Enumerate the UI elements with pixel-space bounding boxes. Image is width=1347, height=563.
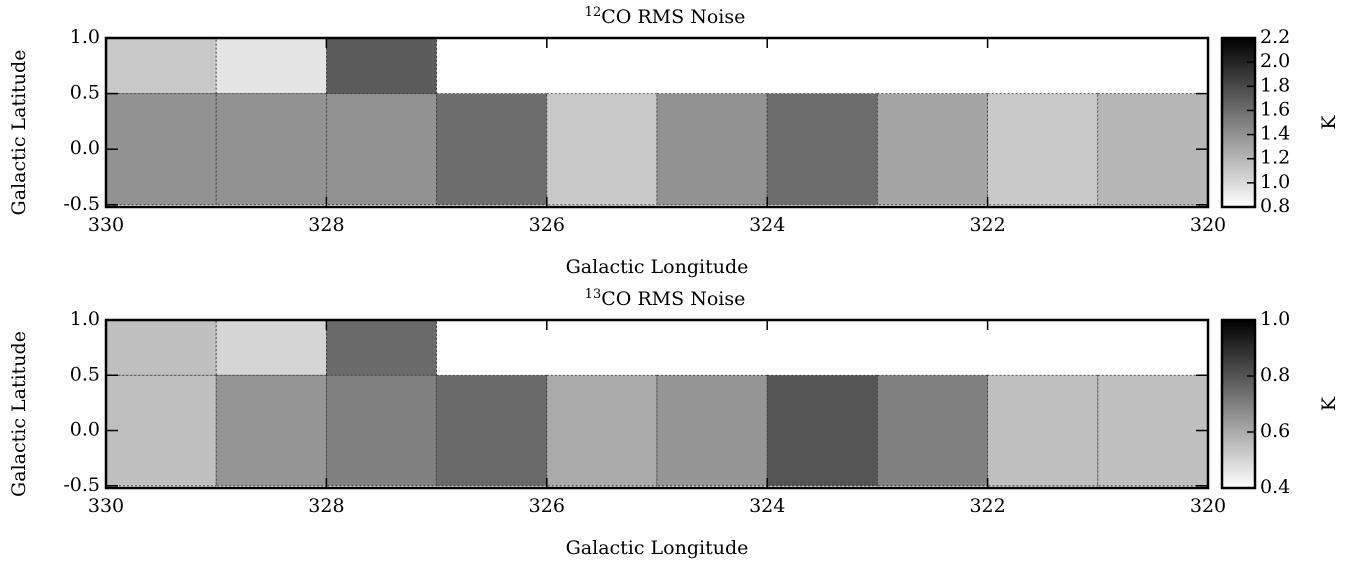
tile bbox=[215, 374, 327, 487]
x-tick-label: 320 bbox=[1190, 214, 1226, 236]
x-axis-label: Galactic Longitude bbox=[566, 256, 749, 278]
title-superscript: 13 bbox=[585, 287, 602, 302]
tile bbox=[325, 374, 437, 487]
y-tick-label: 1.0 bbox=[70, 308, 100, 330]
colorbar-tick-label: 1.6 bbox=[1260, 98, 1290, 120]
colorbar-label: K bbox=[1318, 115, 1340, 130]
colorbar-tick-label: 2.2 bbox=[1260, 26, 1290, 48]
colorbar-tick-label: 1.8 bbox=[1260, 74, 1290, 96]
x-tick-label: 330 bbox=[88, 495, 124, 517]
colorbar-tick-label: 1.0 bbox=[1260, 308, 1290, 330]
tile bbox=[325, 93, 437, 206]
tile bbox=[215, 93, 327, 206]
tile bbox=[105, 374, 217, 487]
chart-title: 12CO RMS Noise bbox=[585, 5, 746, 29]
x-axis-label: Galactic Longitude bbox=[566, 537, 749, 559]
x-tick-label: 330 bbox=[88, 214, 124, 236]
colorbar-label: K bbox=[1318, 396, 1340, 411]
tile bbox=[1097, 374, 1209, 487]
plot-frame bbox=[104, 318, 1210, 490]
x-tick-label: 326 bbox=[529, 214, 565, 236]
colorbar-frame bbox=[1220, 318, 1257, 490]
tile bbox=[546, 374, 658, 487]
colorbar-tick-label: 0.4 bbox=[1260, 476, 1290, 498]
tile bbox=[877, 93, 989, 206]
tile bbox=[436, 93, 548, 206]
colorbar-tick-label: 0.6 bbox=[1260, 420, 1290, 442]
y-axis-label: Galactic Latitude bbox=[8, 331, 30, 497]
colorbar-tick-label: 1.0 bbox=[1260, 171, 1290, 193]
tile bbox=[877, 374, 989, 487]
tile bbox=[656, 374, 768, 487]
colorbar-tick-label: 2.0 bbox=[1260, 50, 1290, 72]
x-tick-label: 324 bbox=[749, 214, 785, 236]
tile bbox=[1097, 93, 1209, 206]
x-tick-label: 326 bbox=[529, 495, 565, 517]
tile bbox=[105, 37, 217, 94]
title-text: CO RMS Noise bbox=[601, 6, 745, 28]
x-tick-label: 322 bbox=[969, 214, 1005, 236]
tile bbox=[105, 93, 217, 206]
plot-frame bbox=[104, 36, 1210, 209]
colorbar bbox=[1222, 320, 1255, 488]
colorbar-tick-label: 1.2 bbox=[1260, 147, 1290, 169]
title-text: CO RMS Noise bbox=[601, 288, 745, 310]
x-tick-label: 328 bbox=[308, 214, 344, 236]
tile bbox=[215, 319, 327, 376]
x-tick-label: 322 bbox=[969, 495, 1005, 517]
colorbar-frame bbox=[1220, 36, 1257, 209]
colorbar-tick-label: 1.4 bbox=[1260, 123, 1290, 145]
y-tick-label: 1.0 bbox=[70, 26, 100, 48]
chart-title: 13CO RMS Noise bbox=[585, 287, 746, 311]
title-superscript: 12 bbox=[585, 5, 602, 20]
y-tick-label: -0.5 bbox=[63, 474, 100, 496]
tile bbox=[325, 319, 437, 376]
tile bbox=[766, 93, 878, 206]
x-tick-label: 320 bbox=[1190, 495, 1226, 517]
tile bbox=[436, 374, 548, 487]
tile bbox=[987, 93, 1099, 206]
colorbar bbox=[1222, 38, 1255, 207]
tile bbox=[656, 93, 768, 206]
tile bbox=[546, 93, 658, 206]
y-tick-label: 0.0 bbox=[70, 419, 100, 441]
y-tick-label: 0.0 bbox=[70, 137, 100, 159]
x-tick-label: 324 bbox=[749, 495, 785, 517]
tile bbox=[325, 37, 437, 94]
colorbar-tick-label: 0.8 bbox=[1260, 195, 1290, 217]
y-axis-label: Galactic Latitude bbox=[8, 50, 30, 216]
tile bbox=[215, 37, 327, 94]
y-tick-label: 0.5 bbox=[70, 363, 100, 385]
y-tick-label: 0.5 bbox=[70, 82, 100, 104]
tile bbox=[766, 374, 878, 487]
x-tick-label: 328 bbox=[308, 495, 344, 517]
y-tick-label: -0.5 bbox=[63, 193, 100, 215]
colorbar-tick-label: 0.8 bbox=[1260, 364, 1290, 386]
tile bbox=[987, 374, 1099, 487]
tile bbox=[105, 319, 217, 376]
